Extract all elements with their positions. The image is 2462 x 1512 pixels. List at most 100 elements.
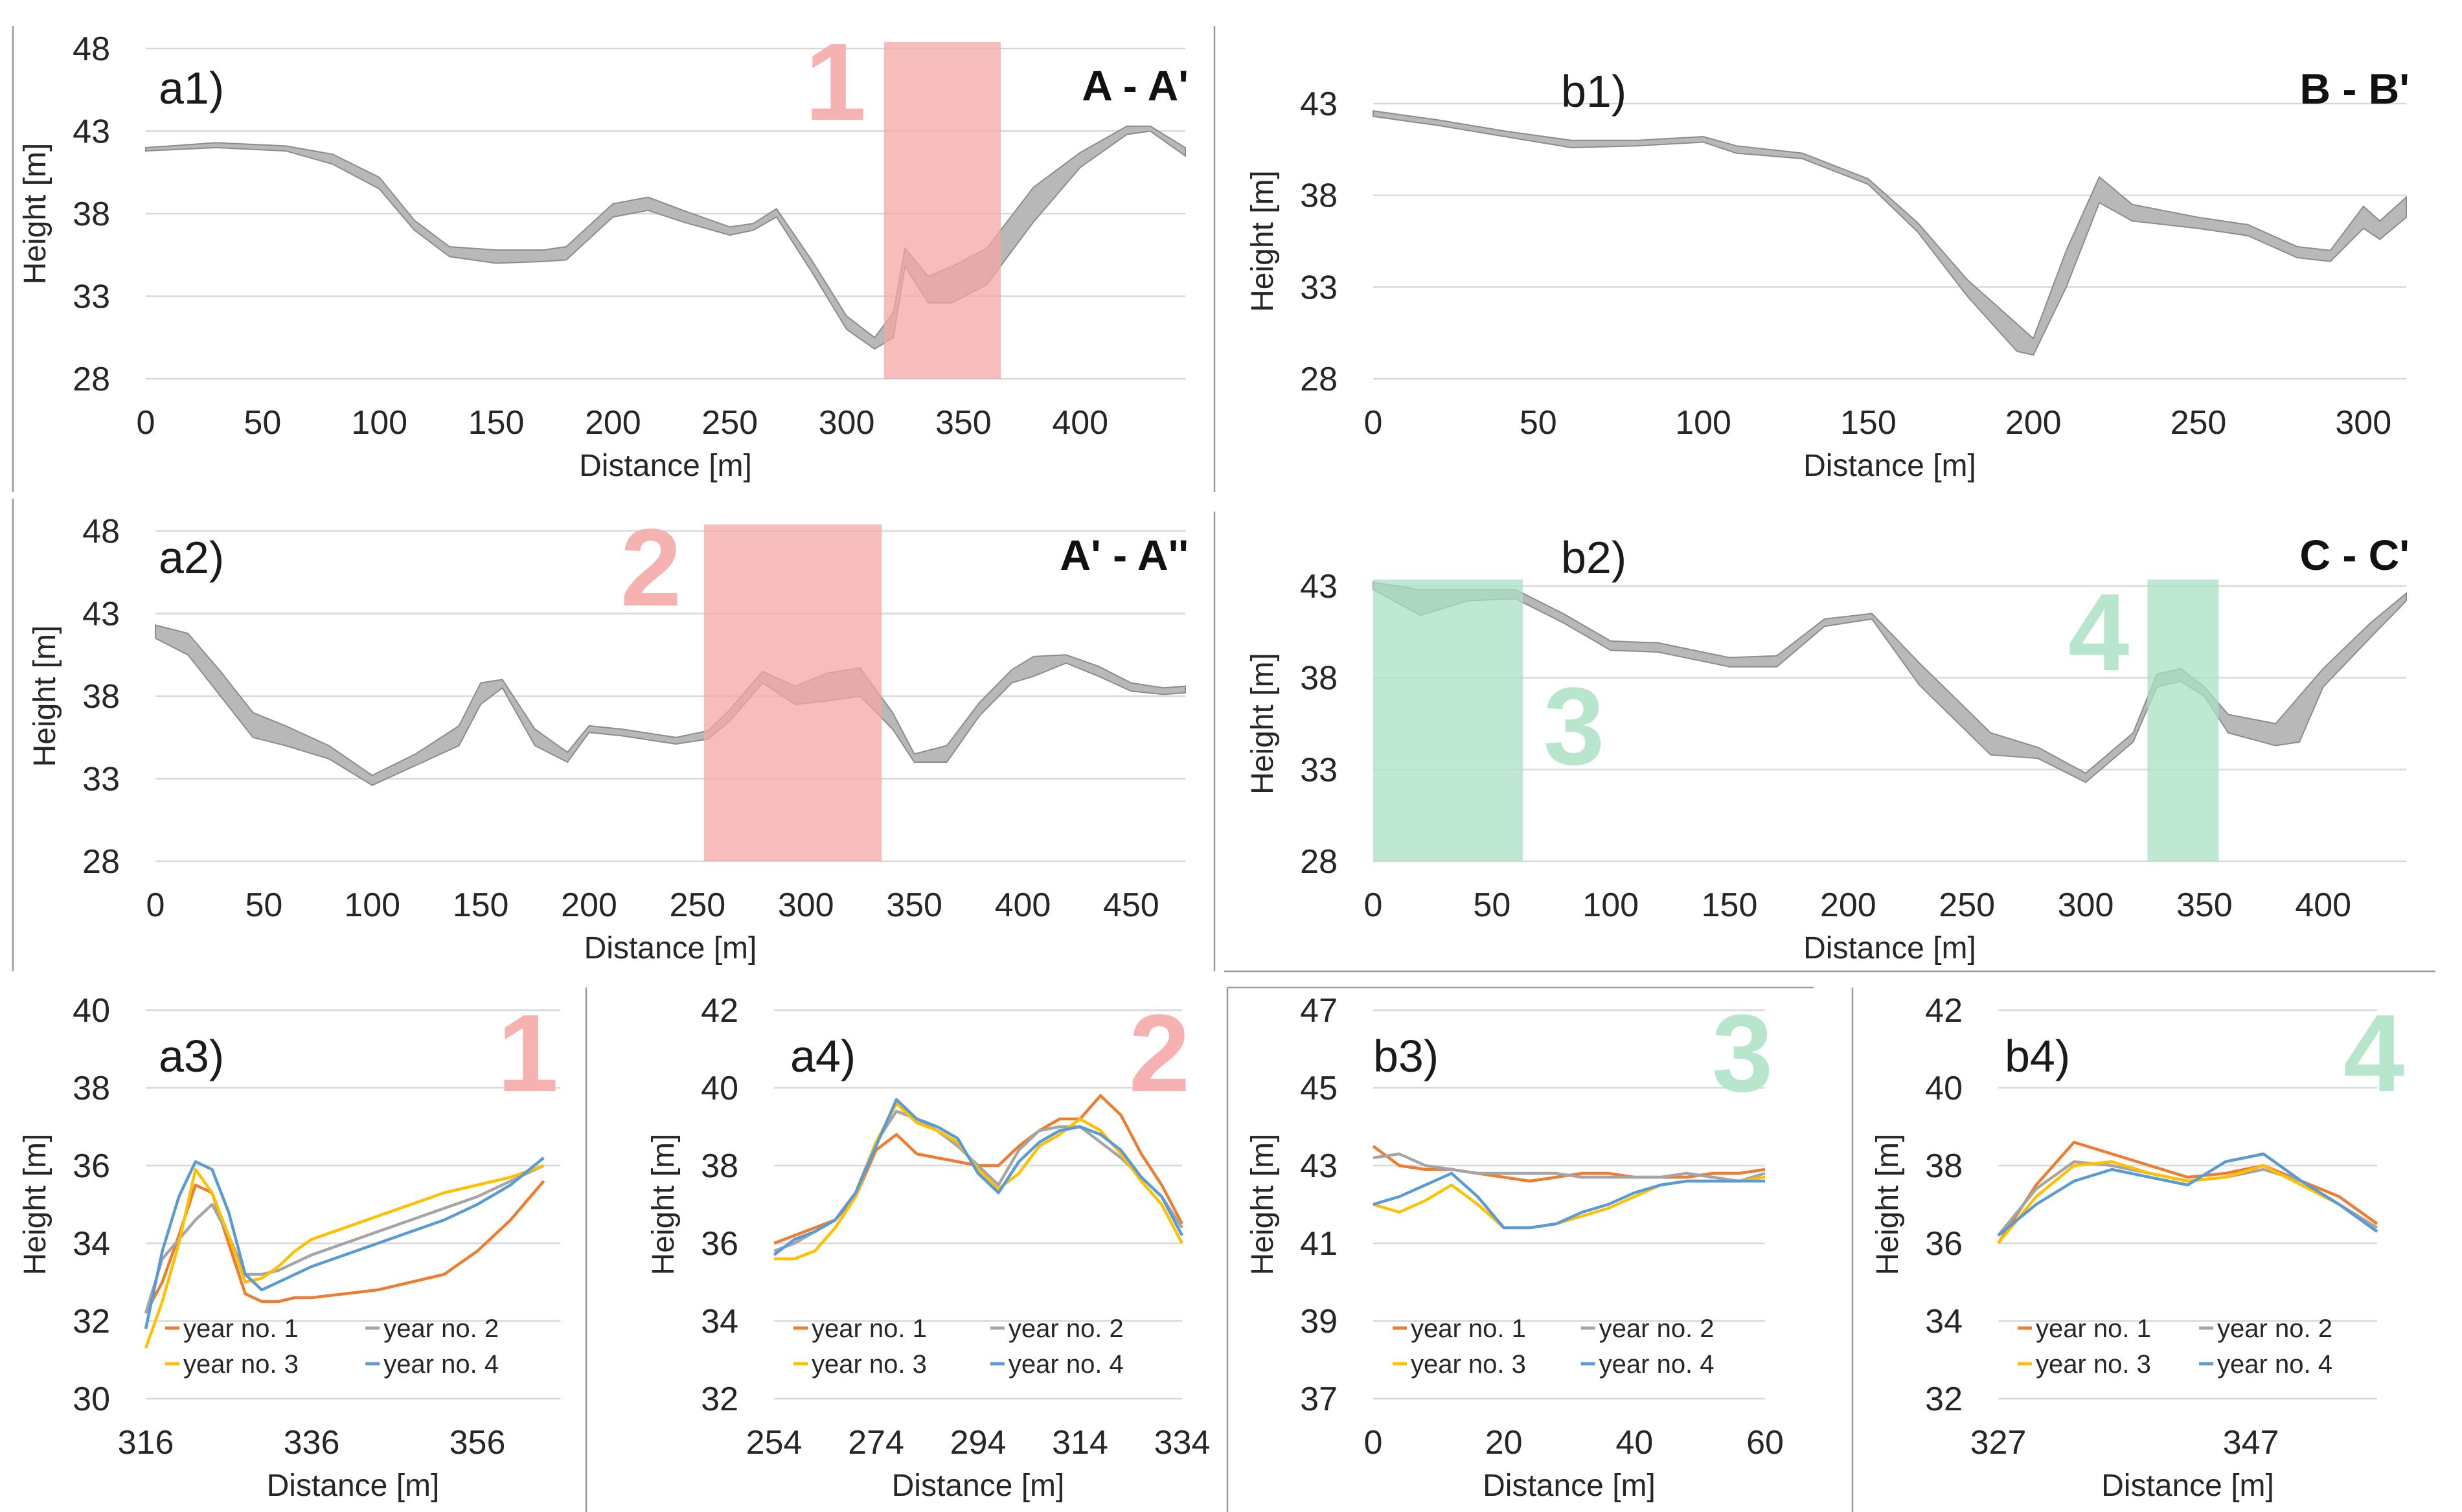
zone-label: 4 [2343, 992, 2405, 1115]
x-tick-label: 200 [585, 404, 641, 442]
panel-b4: 32 34 36 38 40 42 327 347 Distance [m] Height [m]… [1871, 992, 2404, 1503]
profile-band [145, 125, 1186, 350]
x-tick-label: 100 [1675, 404, 1731, 442]
x-tick-label: 150 [468, 404, 525, 442]
x-tick-label: 314 [1052, 1424, 1108, 1461]
series-line [1373, 1175, 1766, 1230]
legend-entry: year no. 4 [1599, 1350, 1715, 1379]
zone-label: 2 [1129, 992, 1191, 1115]
legend-entry: year no. 2 [383, 1315, 499, 1343]
y-tick-label: 32 [1925, 1381, 1963, 1418]
y-tick-label: 43 [1300, 1147, 1338, 1185]
x-tick-label: 400 [1052, 404, 1108, 442]
y-axis-label: Height [m] [28, 626, 62, 767]
section-label: B - B' [2299, 65, 2410, 113]
legend-entry: year no. 2 [1599, 1315, 1715, 1343]
x-tick-label: 250 [701, 404, 758, 442]
x-tick-label: 50 [244, 404, 281, 442]
series-line [773, 1109, 1183, 1253]
y-tick-label: 34 [73, 1225, 110, 1263]
y-tick-label: 32 [73, 1303, 110, 1340]
zone-label: 3 [1712, 992, 1773, 1115]
y-tick-label: 28 [73, 361, 110, 398]
y-tick-label: 48 [73, 30, 110, 68]
panel-title: a1) [159, 63, 224, 113]
section-label: C - C' [2299, 531, 2410, 579]
x-tick-label: 300 [778, 886, 834, 924]
series-line [1997, 1152, 2378, 1237]
legend-entry: year no. 2 [2217, 1315, 2332, 1343]
y-tick-label: 33 [73, 278, 110, 316]
x-tick-label: 400 [2295, 886, 2351, 924]
legend-entry: year no. 1 [2036, 1315, 2151, 1343]
y-axis-label: Height [m] [18, 143, 52, 285]
y-tick-label: 28 [1300, 361, 1338, 398]
panel-a3: 30 32 34 36 38 40 316 336 356 Distance [m] Height … [18, 992, 560, 1503]
y-tick-label: 43 [1300, 85, 1338, 123]
y-tick-label: 36 [1925, 1225, 1963, 1263]
x-tick-label: 100 [344, 886, 400, 924]
y-tick-label: 43 [82, 596, 120, 633]
x-axis-label: Distance [m] [267, 1469, 440, 1503]
series-line [1373, 1152, 1766, 1183]
y-tick-label: 38 [73, 196, 110, 233]
y-tick-label: 47 [1300, 992, 1338, 1030]
x-tick-label: 150 [1840, 404, 1897, 442]
x-tick-label: 350 [886, 886, 942, 924]
x-tick-label: 336 [284, 1424, 340, 1461]
legend-entry: year no. 3 [812, 1350, 927, 1379]
y-axis-label: Height [m] [646, 1134, 681, 1276]
x-tick-label: 250 [669, 886, 725, 924]
panel-b3: 37 39 41 43 45 47 0 20 40 60 Distance [m] Height [m… [1246, 992, 1784, 1503]
y-tick-label: 28 [1300, 843, 1338, 881]
panel-title: b4) [2005, 1031, 2070, 1081]
series-line [1373, 1171, 1765, 1230]
y-tick-label: 38 [82, 678, 120, 716]
y-axis-label: Height [m] [1246, 653, 1280, 795]
zone-label: 3 [1544, 665, 1605, 788]
x-tick-label: 300 [2058, 886, 2114, 924]
x-axis-label: Distance [m] [892, 1469, 1065, 1503]
x-axis-label: Distance [m] [1803, 931, 1976, 965]
y-tick-label: 33 [1300, 269, 1338, 306]
series-line [1997, 1160, 2378, 1237]
zone-label: 1 [497, 992, 559, 1115]
x-tick-label: 300 [2335, 404, 2391, 442]
section-label: A - A' [1082, 62, 1189, 109]
x-tick-label: 254 [746, 1424, 803, 1461]
y-axis-label: Height [m] [1871, 1134, 1905, 1276]
x-tick-label: 200 [561, 886, 617, 924]
y-tick-label: 38 [1925, 1147, 1963, 1185]
x-tick-label: 327 [1970, 1424, 2027, 1461]
x-tick-label: 100 [1582, 886, 1639, 924]
panel-a2: 28 33 38 43 48 0 50 100 150 200 250 300 350 400 450 Dis… [28, 506, 1189, 965]
x-tick-label: 0 [146, 886, 165, 924]
legend-entry: year no. 1 [812, 1315, 927, 1343]
y-tick-label: 42 [1925, 992, 1963, 1030]
x-tick-label: 334 [1154, 1424, 1211, 1461]
panel-title: a3) [159, 1031, 224, 1081]
x-tick-label: 0 [1364, 404, 1383, 442]
panel-a1: 28 33 38 43 48 0 50 100 150 200 250 300 350 400 Distan… [18, 21, 1189, 483]
x-tick-label: 20 [1485, 1424, 1523, 1461]
y-tick-label: 42 [701, 992, 738, 1030]
y-tick-label: 43 [1300, 568, 1338, 605]
panel-title: b2) [1561, 532, 1626, 583]
x-tick-label: 250 [1939, 886, 1995, 924]
x-axis-label: Distance [m] [1803, 449, 1976, 483]
y-tick-label: 28 [82, 843, 120, 881]
x-tick-label: 150 [453, 886, 509, 924]
x-axis-label: Distance [m] [1483, 1469, 1656, 1503]
series-line [773, 1098, 1183, 1256]
zone-4-highlight [2147, 580, 2219, 861]
x-tick-label: 50 [245, 886, 282, 924]
zone-label: 4 [2068, 571, 2130, 694]
y-tick-label: 33 [82, 761, 120, 798]
y-axis-label: Height [m] [18, 1134, 52, 1276]
x-tick-label: 350 [935, 404, 992, 442]
zone-3-highlight [1373, 580, 1523, 861]
series-line [144, 1157, 545, 1329]
legend-entry: year no. 4 [2217, 1350, 2332, 1379]
y-tick-label: 34 [701, 1303, 738, 1340]
